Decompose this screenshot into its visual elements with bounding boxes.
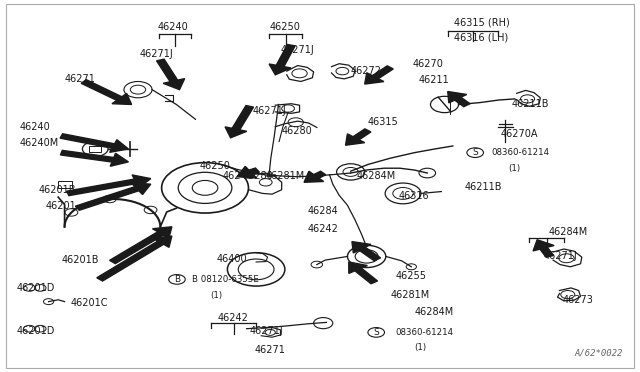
Text: 46242: 46242 bbox=[218, 313, 249, 323]
Polygon shape bbox=[249, 168, 259, 174]
Polygon shape bbox=[355, 268, 378, 284]
Polygon shape bbox=[448, 92, 467, 103]
Text: 46201D: 46201D bbox=[17, 326, 55, 336]
Text: 46315: 46315 bbox=[368, 117, 399, 127]
Polygon shape bbox=[97, 241, 164, 281]
Polygon shape bbox=[157, 59, 178, 82]
Text: 46271: 46271 bbox=[255, 345, 285, 355]
Polygon shape bbox=[359, 247, 381, 261]
Polygon shape bbox=[269, 64, 291, 75]
Polygon shape bbox=[163, 78, 185, 90]
Text: (1): (1) bbox=[508, 164, 520, 173]
Polygon shape bbox=[237, 166, 257, 178]
Polygon shape bbox=[131, 183, 151, 195]
Polygon shape bbox=[533, 240, 554, 251]
Text: 46280: 46280 bbox=[282, 126, 312, 136]
Text: 46281M: 46281M bbox=[390, 290, 429, 300]
Polygon shape bbox=[276, 45, 295, 67]
Text: 46271: 46271 bbox=[65, 74, 95, 84]
Polygon shape bbox=[81, 80, 122, 100]
Bar bbox=[58, 181, 72, 188]
Polygon shape bbox=[346, 134, 365, 145]
Polygon shape bbox=[60, 134, 115, 148]
Text: 46270A: 46270A bbox=[500, 129, 538, 139]
Polygon shape bbox=[232, 106, 253, 130]
Text: (1): (1) bbox=[210, 291, 222, 300]
Text: 08360-61214: 08360-61214 bbox=[396, 328, 454, 337]
Text: 46201B: 46201B bbox=[61, 255, 99, 265]
Polygon shape bbox=[132, 175, 151, 188]
Text: 46240: 46240 bbox=[223, 171, 253, 181]
Text: 46271J: 46271J bbox=[543, 251, 577, 262]
Polygon shape bbox=[353, 129, 371, 140]
Polygon shape bbox=[76, 187, 139, 210]
Polygon shape bbox=[109, 232, 164, 264]
Text: A/62*0022: A/62*0022 bbox=[575, 348, 623, 357]
Text: 46250: 46250 bbox=[200, 161, 231, 171]
Text: 46280: 46280 bbox=[242, 171, 273, 181]
Text: 46211B: 46211B bbox=[511, 99, 549, 109]
Polygon shape bbox=[152, 236, 172, 247]
Text: 46270: 46270 bbox=[413, 59, 444, 69]
Text: B 08120-6355E: B 08120-6355E bbox=[192, 275, 259, 284]
Polygon shape bbox=[304, 171, 324, 182]
Text: 46316 (LH): 46316 (LH) bbox=[454, 33, 508, 43]
Text: 46211: 46211 bbox=[419, 75, 450, 85]
Text: 46281M: 46281M bbox=[266, 171, 305, 181]
Text: 46240: 46240 bbox=[157, 22, 189, 32]
Polygon shape bbox=[454, 97, 470, 107]
Polygon shape bbox=[109, 140, 129, 153]
Text: 46284M: 46284M bbox=[357, 171, 396, 181]
Polygon shape bbox=[225, 127, 247, 138]
Text: S: S bbox=[373, 328, 379, 337]
Polygon shape bbox=[67, 179, 137, 196]
Text: 46271J: 46271J bbox=[280, 45, 314, 55]
Text: 46284: 46284 bbox=[307, 206, 338, 216]
Text: (1): (1) bbox=[415, 343, 427, 352]
Text: 46284M: 46284M bbox=[548, 227, 588, 237]
Text: 46271J: 46271J bbox=[253, 106, 287, 116]
Text: 46272: 46272 bbox=[351, 66, 381, 76]
Text: 46271J: 46271J bbox=[250, 326, 284, 336]
Polygon shape bbox=[152, 227, 172, 238]
Text: 46271J: 46271J bbox=[140, 49, 173, 60]
Polygon shape bbox=[60, 150, 114, 162]
Text: 46400: 46400 bbox=[216, 254, 247, 264]
Text: 46315 (RH): 46315 (RH) bbox=[454, 18, 510, 28]
Polygon shape bbox=[349, 262, 367, 273]
Text: 46201D: 46201D bbox=[17, 283, 55, 293]
Text: 46201C: 46201C bbox=[71, 298, 108, 308]
Text: S: S bbox=[472, 148, 478, 157]
Polygon shape bbox=[352, 241, 371, 253]
Text: 46211B: 46211B bbox=[465, 182, 502, 192]
Text: 46255: 46255 bbox=[396, 272, 426, 282]
Text: 46250: 46250 bbox=[269, 22, 300, 32]
Polygon shape bbox=[110, 153, 129, 166]
Polygon shape bbox=[314, 171, 326, 178]
Bar bbox=[90, 145, 101, 152]
Text: 46201: 46201 bbox=[45, 201, 76, 211]
Text: 46240M: 46240M bbox=[20, 138, 59, 148]
Text: 08360-61214: 08360-61214 bbox=[491, 148, 549, 157]
Text: 46240: 46240 bbox=[20, 122, 51, 132]
Text: B: B bbox=[174, 275, 180, 284]
Polygon shape bbox=[540, 247, 554, 257]
Text: 46284M: 46284M bbox=[415, 307, 454, 317]
Polygon shape bbox=[112, 93, 132, 105]
Text: 46316: 46316 bbox=[399, 190, 429, 201]
Polygon shape bbox=[365, 73, 384, 84]
Text: 46242: 46242 bbox=[307, 224, 338, 234]
Text: 46273: 46273 bbox=[563, 295, 593, 305]
Text: 46201B: 46201B bbox=[39, 185, 77, 195]
Polygon shape bbox=[372, 66, 393, 79]
